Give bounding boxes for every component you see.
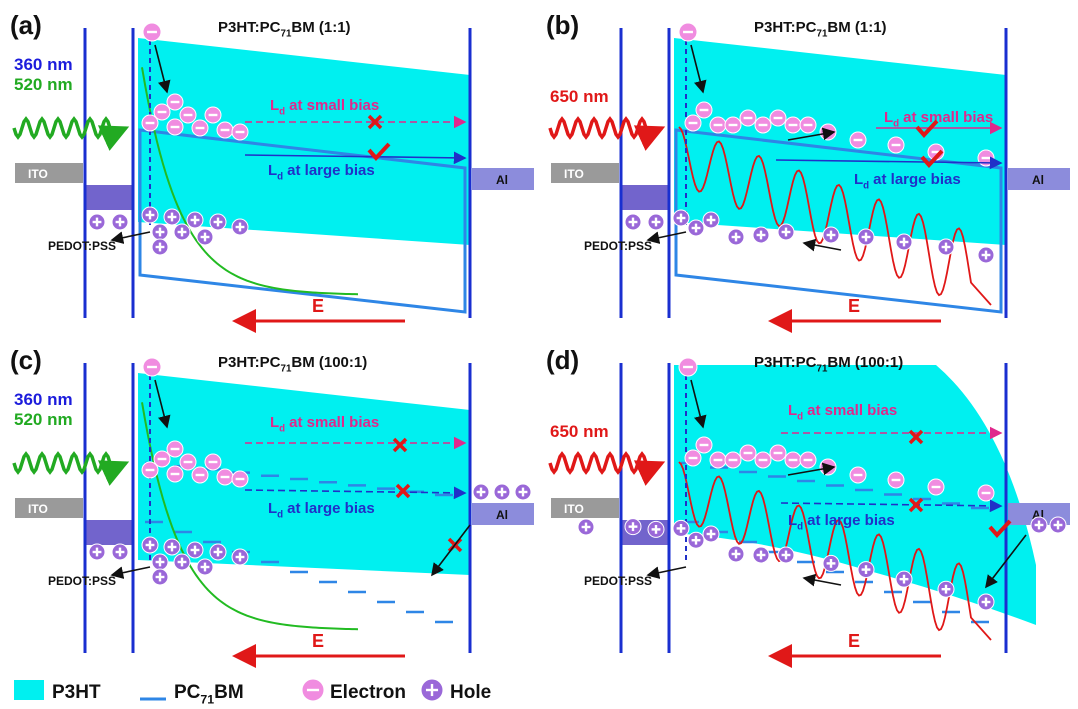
field-label: E <box>848 296 860 316</box>
legend-pcbm: PC71BM <box>174 682 244 707</box>
ito-label: ITO <box>28 167 48 181</box>
small-bias-label-main: L <box>270 414 279 431</box>
large-bias-label-sub: d <box>797 522 803 533</box>
wavelength: 520 nm <box>14 410 73 429</box>
al-label: Al <box>496 508 508 522</box>
pedot-layer <box>86 520 132 545</box>
panel-label: (a) <box>10 10 42 40</box>
panel-title: P3HT:PC71BM (1:1) <box>754 19 887 40</box>
panel-title-main: P3HT:PC <box>218 19 281 36</box>
light-wave <box>14 454 126 472</box>
pedot-label: PEDOT:PSS <box>48 239 116 253</box>
panel-title-sub: 71 <box>817 364 828 375</box>
large-bias-label-main: L <box>788 512 797 529</box>
panel-title: P3HT:PC71BM (1:1) <box>218 19 351 40</box>
large-bias-label-rest: at large bias <box>807 512 895 529</box>
large-bias-label-sub: d <box>277 510 283 521</box>
small-bias-label-sub: d <box>279 107 285 118</box>
small-bias-label-main: L <box>270 97 279 114</box>
small-bias-label-sub: d <box>893 119 899 130</box>
transport-arrow <box>804 578 841 585</box>
large-bias-label-sub: d <box>863 181 869 192</box>
legend-pcbm-rest: BM <box>214 682 244 703</box>
light-wave <box>550 119 662 137</box>
large-bias-label-main: L <box>268 500 277 517</box>
small-bias-label-main: L <box>788 402 797 419</box>
panel: ITO Al (a) P3HT:PC71BM (1:1) 360 nm520 nm PED… <box>10 10 534 321</box>
legend-p3ht: P3HT <box>52 682 101 703</box>
pedot-label: PEDOT:PSS <box>48 574 116 588</box>
ito-electrode <box>551 498 619 518</box>
ito-label: ITO <box>564 502 584 516</box>
panel: ITOAl(d)P3HT:PC71BM (100:1)650 nmPEDOT:P… <box>546 345 1070 656</box>
panel-label: (d) <box>546 345 579 375</box>
large-bias-label-rest: at large bias <box>287 162 375 179</box>
large-bias-label-main: L <box>854 171 863 188</box>
panel-title-rest: BM (1:1) <box>827 19 886 36</box>
pedot-layer <box>622 185 668 210</box>
wavelength: 650 nm <box>550 87 609 106</box>
light-wave <box>14 119 126 137</box>
wavelength: 650 nm <box>550 422 609 441</box>
ito-electrode <box>15 163 83 183</box>
wavelength: 360 nm <box>14 390 73 409</box>
panel-title-sub: 71 <box>817 29 828 40</box>
panel-label: (c) <box>10 345 42 375</box>
pedot-arrow <box>112 567 150 575</box>
ito-electrode <box>551 163 619 183</box>
large-bias-label-rest: at large bias <box>873 171 961 188</box>
field-label: E <box>312 631 324 651</box>
legend-pcbm-main: PC <box>174 682 201 703</box>
pedot-arrow <box>648 232 686 240</box>
al-label: Al <box>496 173 508 187</box>
panel-title-rest: BM (100:1) <box>291 354 367 371</box>
pedot-layer <box>86 185 132 210</box>
panel: ITO Al (b) P3HT:PC71BM (1:1) 650 nm PEDOT:PSS… <box>546 10 1070 321</box>
panel-title-sub: 71 <box>281 29 292 40</box>
wavelength: 360 nm <box>14 55 73 74</box>
pedot-label: PEDOT:PSS <box>584 239 652 253</box>
transport-arrow <box>804 243 841 250</box>
legend-pcbm-sub: 71 <box>200 693 214 707</box>
panel-title: P3HT:PC71BM (100:1) <box>218 354 367 375</box>
al-label: Al <box>1032 173 1044 187</box>
legend: P3HT PC71BM Electron Hole <box>14 679 491 707</box>
ito-label: ITO <box>28 502 48 516</box>
small-bias-label-rest: at small bias <box>289 414 379 431</box>
field-label: E <box>312 296 324 316</box>
large-bias-label-rest: at large bias <box>287 500 375 517</box>
panel-title-rest: BM (100:1) <box>827 354 903 371</box>
small-bias-label-main: L <box>884 109 893 126</box>
panel-title-main: P3HT:PC <box>754 19 817 36</box>
panel-title-main: P3HT:PC <box>218 354 281 371</box>
ito-label: ITO <box>564 167 584 181</box>
p3ht-layer <box>138 373 470 575</box>
large-bias-label-main: L <box>268 162 277 179</box>
large-bias-label-sub: d <box>277 172 283 183</box>
p3ht-layer <box>138 38 470 245</box>
legend-hole: Hole <box>450 682 491 703</box>
panel-title-main: P3HT:PC <box>754 354 817 371</box>
small-bias-label-rest: at small bias <box>807 402 897 419</box>
small-bias-label-sub: d <box>279 424 285 435</box>
pedot-label: PEDOT:PSS <box>584 574 652 588</box>
panel-label: (b) <box>546 10 579 40</box>
panel-title-rest: BM (1:1) <box>291 19 350 36</box>
wavelength: 520 nm <box>14 75 73 94</box>
ito-electrode <box>15 498 83 518</box>
legend-electron: Electron <box>330 682 406 703</box>
small-bias-label-sub: d <box>797 412 803 423</box>
p3ht-layer <box>674 38 1006 245</box>
small-bias-label-rest: at small bias <box>289 97 379 114</box>
field-label: E <box>848 631 860 651</box>
light-wave <box>550 454 662 472</box>
pedot-arrow <box>112 232 150 240</box>
panel-title-sub: 71 <box>281 364 292 375</box>
small-bias-label-rest: at small bias <box>903 109 993 126</box>
legend-p3ht-swatch <box>14 680 44 700</box>
figure: ITOAl(a)P3HT:PC71BM (1:1)360 nm520 nmPED… <box>0 0 1078 709</box>
pedot-arrow <box>648 567 686 575</box>
